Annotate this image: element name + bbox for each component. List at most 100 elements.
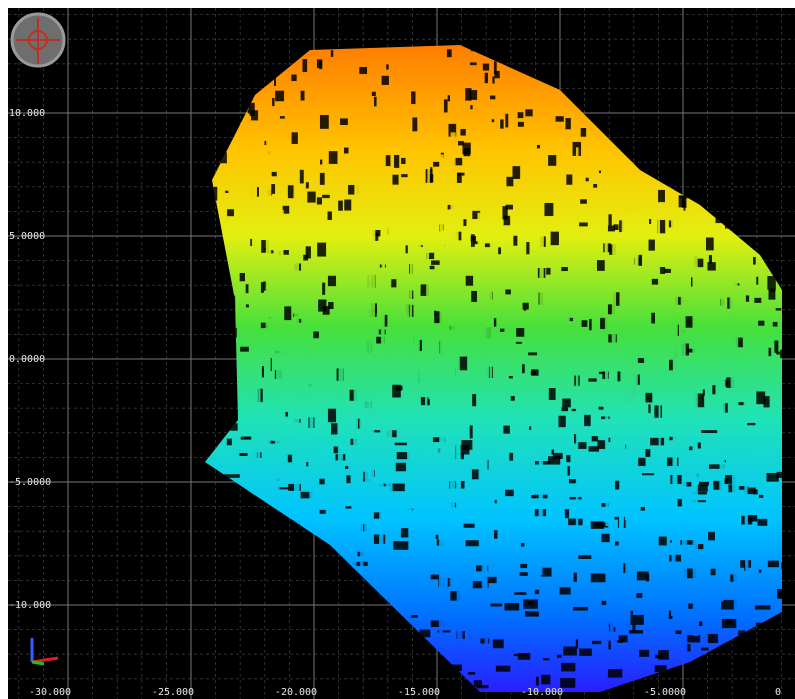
cloud-gap bbox=[614, 541, 622, 546]
cloud-gap bbox=[492, 76, 495, 84]
cloud-gap bbox=[373, 232, 379, 241]
cloud-gap bbox=[649, 219, 652, 225]
cloud-gap bbox=[696, 484, 708, 492]
cloud-gap bbox=[260, 240, 269, 253]
cloud-gap bbox=[670, 540, 673, 543]
cloud-gap bbox=[453, 157, 463, 166]
cloud-gap bbox=[669, 436, 677, 441]
cloud-gap bbox=[648, 239, 655, 251]
cloud-gap bbox=[245, 284, 249, 294]
tree-trunk bbox=[538, 131, 545, 576]
cloud-gap bbox=[502, 206, 508, 220]
cloud-gap bbox=[588, 446, 600, 452]
cloud-gap bbox=[689, 446, 693, 451]
cloud-gap bbox=[460, 128, 466, 136]
cloud-gap bbox=[418, 339, 422, 351]
cloud-gap bbox=[525, 109, 533, 117]
tree-trunks bbox=[249, 126, 749, 658]
cloud-gap bbox=[277, 487, 292, 490]
cloud-gap bbox=[608, 640, 611, 650]
cloud-gap bbox=[227, 209, 235, 217]
cloud-gap bbox=[577, 442, 587, 449]
cloud-gap bbox=[725, 475, 737, 484]
tree-trunk bbox=[449, 132, 456, 588]
cloud-gap bbox=[734, 337, 743, 348]
cloud-gap bbox=[490, 603, 503, 607]
cloud-gap bbox=[579, 222, 588, 227]
cloud-gap bbox=[327, 408, 337, 423]
cloud-gap bbox=[721, 599, 737, 610]
cloud-gap bbox=[608, 214, 612, 226]
cloud-gap bbox=[468, 672, 476, 675]
cloud-gap bbox=[598, 170, 602, 174]
cloud-gap bbox=[775, 308, 782, 311]
cloud-gap bbox=[575, 639, 579, 649]
cloud-gap bbox=[553, 452, 563, 459]
cloud-gap bbox=[267, 440, 281, 444]
cloud-gap bbox=[343, 147, 349, 154]
cloud-gap bbox=[390, 279, 397, 288]
tree-trunk bbox=[618, 191, 627, 618]
cloud-gap bbox=[707, 633, 719, 644]
cloud-gap bbox=[271, 171, 277, 177]
cloud-gap bbox=[349, 389, 357, 401]
cloud-gap bbox=[410, 615, 418, 618]
cloud-gap bbox=[392, 384, 401, 398]
cloud-gap bbox=[435, 534, 439, 539]
cloud-gap bbox=[260, 322, 268, 329]
cloud-gap bbox=[645, 448, 651, 457]
cloud-gap bbox=[562, 398, 571, 408]
cloud-gap bbox=[429, 265, 435, 270]
cloud-gap bbox=[527, 601, 534, 605]
cloud-gap bbox=[584, 414, 591, 427]
cloud-gap bbox=[433, 161, 440, 167]
tree-trunk bbox=[412, 164, 420, 593]
cloud-gap bbox=[279, 116, 285, 119]
tree-trunk bbox=[273, 209, 284, 543]
cloud-gap bbox=[516, 327, 525, 337]
cloud-gap bbox=[230, 423, 238, 431]
cloud-gap bbox=[685, 635, 701, 643]
cloud-gap bbox=[566, 455, 571, 463]
cloud-gap bbox=[755, 605, 771, 610]
y-axis-label: -10.000 bbox=[9, 600, 51, 611]
cloud-gap bbox=[574, 434, 578, 444]
cloud-gap bbox=[705, 237, 714, 251]
cloud-gap bbox=[607, 669, 623, 678]
cloud-gap bbox=[476, 685, 489, 689]
cloud-gap bbox=[646, 573, 650, 582]
cloud-gap bbox=[338, 200, 343, 211]
cloud-gap bbox=[630, 610, 634, 615]
cloud-gap bbox=[272, 97, 275, 107]
cloud-gap bbox=[302, 59, 308, 73]
cloud-gap bbox=[659, 267, 666, 274]
tree-trunk bbox=[380, 126, 387, 636]
cloud-gap bbox=[450, 591, 461, 601]
cloud-gap bbox=[317, 242, 327, 257]
cloud-gap bbox=[697, 442, 701, 449]
cloud-gap bbox=[648, 404, 651, 414]
tree-trunk bbox=[609, 244, 617, 635]
cloud-gap bbox=[463, 523, 475, 528]
cloud-gap bbox=[473, 680, 483, 687]
cloud-gap bbox=[777, 588, 782, 599]
cloud-gap bbox=[596, 260, 606, 271]
cloud-gap bbox=[578, 555, 592, 559]
cloud-gap bbox=[300, 491, 313, 499]
cloud-gap bbox=[327, 275, 337, 287]
cloud-gap bbox=[589, 318, 592, 331]
cloud-gap bbox=[591, 436, 599, 442]
cloud-gap bbox=[728, 484, 736, 493]
cloud-gap bbox=[636, 571, 649, 581]
cloud-gap bbox=[447, 204, 454, 210]
cloud-gap bbox=[597, 440, 606, 450]
cloud-gap bbox=[608, 437, 611, 443]
cloud-gap bbox=[654, 665, 667, 673]
cloud-gap bbox=[698, 481, 709, 486]
cloud-gap bbox=[708, 254, 712, 264]
cloud-gap bbox=[523, 308, 526, 311]
cloud-gap bbox=[526, 242, 530, 255]
cloud-gap bbox=[420, 284, 429, 296]
cloud-gap bbox=[260, 282, 265, 293]
